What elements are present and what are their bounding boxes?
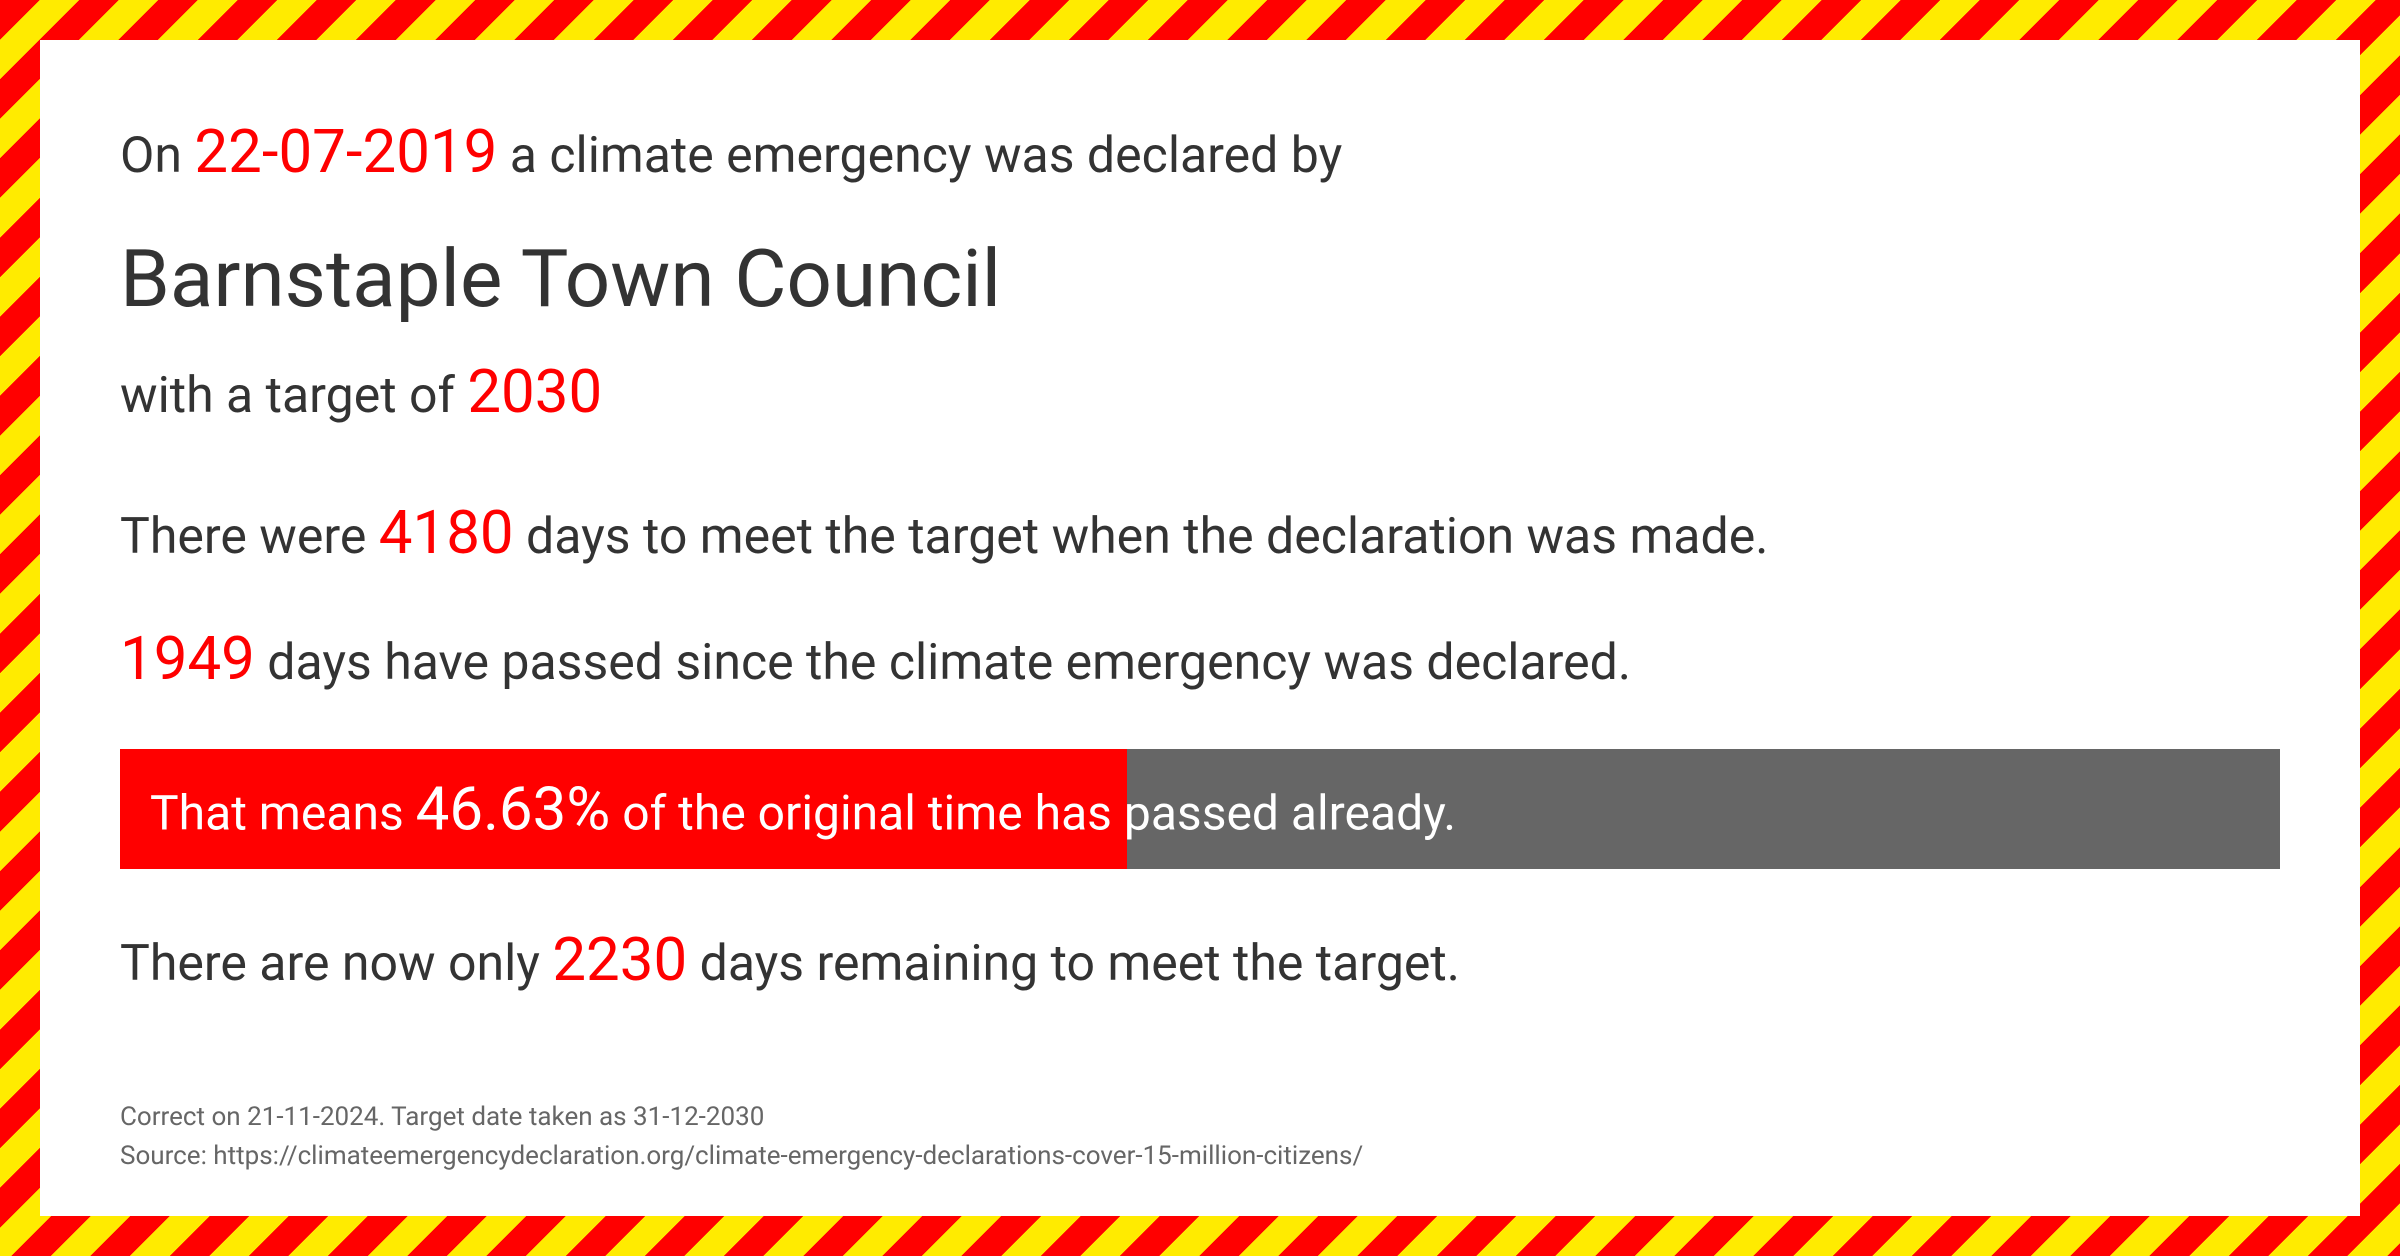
days-remaining-prefix: There are now only	[120, 935, 552, 993]
days-remaining-line: There are now only 2230 days remaining t…	[120, 924, 2280, 995]
hazard-border: On 22-07-2019 a climate emergency was de…	[0, 0, 2400, 1256]
days-total-prefix: There were	[120, 508, 379, 566]
days-remaining-suffix: days remaining to meet the target.	[687, 935, 1460, 993]
declaration-line: On 22-07-2019 a climate emergency was de…	[120, 110, 2280, 194]
days-passed-suffix: days have passed since the climate emerg…	[255, 634, 1631, 692]
target-line: with a target of 2030	[120, 356, 2280, 427]
days-total-value: 4180	[379, 497, 514, 568]
footer-line2: Source: https://climateemergencydeclarat…	[120, 1137, 2280, 1176]
target-prefix: with a target of	[120, 367, 467, 425]
declaration-date: 22-07-2019	[194, 116, 497, 187]
declaration-suffix: a climate emergency was declared by	[497, 127, 1342, 185]
declaration-prefix: On	[120, 127, 194, 185]
progress-suffix: of the original time has passed already.	[610, 785, 1456, 842]
progress-prefix: That means	[150, 785, 416, 842]
footer: Correct on 21-11-2024. Target date taken…	[120, 1098, 2280, 1176]
days-passed-value: 1949	[120, 623, 255, 694]
content-panel: On 22-07-2019 a climate emergency was de…	[40, 40, 2360, 1216]
days-total-line: There were 4180 days to meet the target …	[120, 497, 2280, 568]
days-passed-line: 1949 days have passed since the climate …	[120, 623, 2280, 694]
progress-bar: That means 46.63% of the original time h…	[120, 749, 2280, 869]
days-remaining-value: 2230	[552, 924, 687, 995]
council-name: Barnstaple Town Council	[120, 232, 2280, 326]
footer-line1: Correct on 21-11-2024. Target date taken…	[120, 1098, 2280, 1137]
progress-label: That means 46.63% of the original time h…	[150, 774, 1456, 845]
target-year: 2030	[467, 356, 602, 427]
days-total-suffix: days to meet the target when the declara…	[514, 508, 1769, 566]
progress-percent: 46.63%	[416, 774, 611, 845]
